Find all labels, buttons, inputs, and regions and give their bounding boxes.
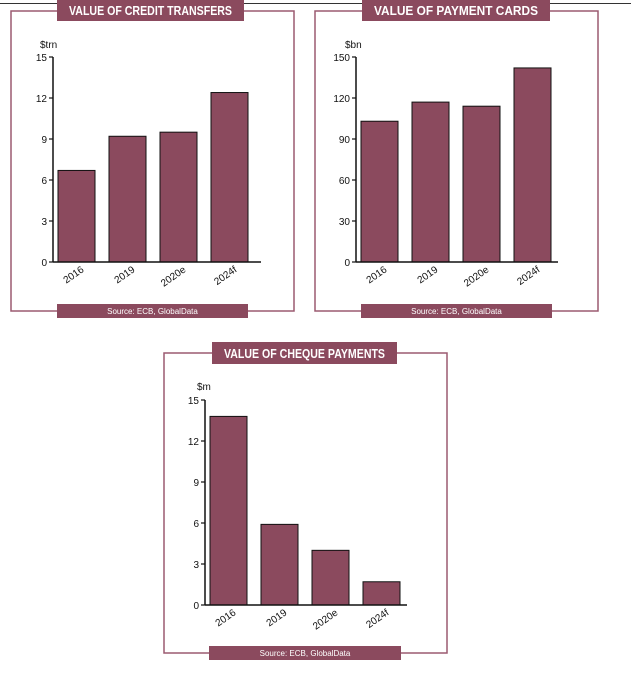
x-tick-label: 2019 [265, 607, 290, 629]
x-tick-label: 2024f [515, 264, 542, 287]
chart-title: VALUE OF PAYMENT CARDS [374, 3, 538, 18]
bar [108, 135, 147, 263]
source-banner [209, 646, 401, 660]
y-tick-label: 12 [36, 94, 48, 105]
y-axis-unit: $bn [345, 40, 362, 51]
top-rule [0, 3, 631, 4]
title-banner [212, 342, 397, 364]
x-tick-label: 2016 [365, 264, 390, 286]
x-tick-label: 2016 [62, 264, 87, 286]
bar [411, 101, 450, 263]
bar [513, 67, 552, 263]
chart-2: VALUE OF PAYMENT CARDS Source: ECB, Globa… [314, 0, 599, 318]
x-tick-label: 2020e [159, 264, 188, 289]
bar [260, 523, 299, 606]
y-tick-label: 15 [188, 396, 200, 407]
bar [360, 120, 399, 263]
title-banner [57, 0, 244, 21]
y-tick-label: 0 [41, 258, 47, 269]
chart-frame [163, 352, 448, 654]
y-tick-label: 90 [339, 135, 351, 146]
y-tick-label: 9 [193, 478, 199, 489]
x-tick-label: 2016 [214, 607, 239, 629]
y-tick-label: 6 [41, 176, 47, 187]
y-tick-label: 9 [41, 135, 47, 146]
y-tick-label: 3 [41, 217, 47, 228]
title-banner [362, 0, 550, 21]
bar [209, 415, 248, 606]
bar [57, 169, 96, 263]
x-tick-label: 2024f [364, 607, 391, 630]
x-tick-label: 2020e [462, 264, 491, 289]
source-note: Source: ECB, GlobalData [260, 649, 351, 658]
x-tick-label: 2019 [416, 264, 441, 286]
y-tick-label: 30 [339, 217, 351, 228]
x-tick-label: 2019 [113, 264, 138, 286]
bar [159, 131, 198, 263]
bar [311, 549, 350, 606]
y-tick-label: 12 [188, 437, 200, 448]
y-tick-label: 0 [193, 601, 199, 612]
bar [362, 581, 401, 606]
chart-title: VALUE OF CHEQUE PAYMENTS [224, 346, 385, 361]
y-tick-label: 3 [193, 560, 199, 571]
chart-title: VALUE OF CREDIT TRANSFERS [69, 3, 232, 18]
y-tick-label: 0 [344, 258, 350, 269]
y-tick-label: 150 [333, 53, 350, 64]
source-banner [361, 304, 552, 318]
source-banner [57, 304, 248, 318]
y-tick-label: 6 [193, 519, 199, 530]
bar [462, 105, 501, 263]
x-tick-label: 2024f [212, 264, 239, 287]
bar [210, 92, 249, 263]
x-tick-label: 2020e [311, 607, 340, 632]
y-axis-unit: $trn [40, 40, 57, 51]
chart-1: VALUE OF CREDIT TRANSFERS Source: ECB, Gl… [10, 0, 295, 318]
chart-frame [314, 10, 599, 312]
y-tick-label: 120 [333, 94, 350, 105]
y-tick-label: 60 [339, 176, 351, 187]
source-note: Source: ECB, GlobalData [107, 307, 198, 316]
y-tick-label: 15 [36, 53, 48, 64]
source-note: Source: ECB, GlobalData [411, 307, 502, 316]
y-axis-unit: $m [197, 382, 211, 393]
chart-3: VALUE OF CHEQUE PAYMENTS Source: ECB, Glo… [163, 342, 448, 660]
